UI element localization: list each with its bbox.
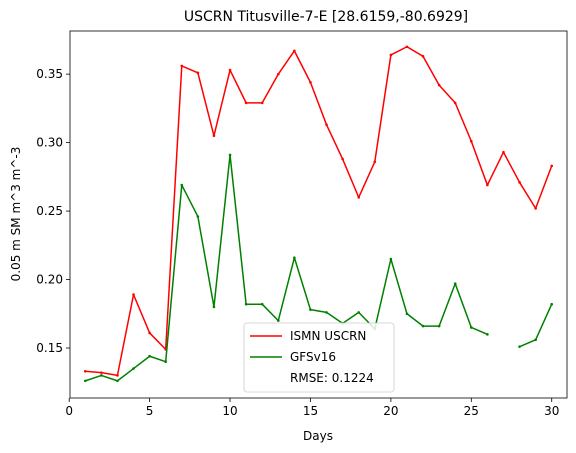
series-layer xyxy=(83,45,554,383)
legend-rmse: RMSE: 0.1224 xyxy=(290,371,374,385)
data-point-gfs xyxy=(132,367,135,370)
data-point-ismn xyxy=(421,55,425,58)
data-point-gfs xyxy=(405,312,409,316)
data-point-gfs xyxy=(116,379,119,383)
y-tick-label: 0.30 xyxy=(36,136,63,150)
data-point-ismn xyxy=(116,374,119,377)
data-point-ismn xyxy=(83,369,87,373)
data-point-ismn xyxy=(518,181,521,184)
data-point-ismn xyxy=(212,134,216,138)
data-point-gfs xyxy=(293,256,296,259)
data-point-ismn xyxy=(453,101,457,105)
data-point-ismn xyxy=(276,72,280,76)
data-point-gfs xyxy=(518,345,521,348)
data-point-ismn xyxy=(309,81,312,84)
data-point-gfs xyxy=(244,302,248,306)
y-tick-label: 0.35 xyxy=(36,67,63,81)
series-line-ismn xyxy=(85,46,553,377)
x-tick-label: 20 xyxy=(383,404,398,418)
data-point-gfs xyxy=(534,338,537,342)
data-point-ismn xyxy=(244,101,248,105)
x-tick-label: 10 xyxy=(222,404,237,418)
x-tick-label: 0 xyxy=(65,404,73,418)
legend-box xyxy=(243,322,395,393)
data-point-ismn xyxy=(502,150,505,154)
data-point-gfs xyxy=(164,360,168,364)
x-tick-label: 30 xyxy=(544,404,559,418)
data-point-gfs xyxy=(148,354,151,358)
legend-label-gfs: GFSv16 xyxy=(290,350,336,364)
x-tick-label: 5 xyxy=(146,404,154,418)
data-point-ismn xyxy=(373,160,377,164)
data-point-ismn xyxy=(180,64,184,68)
data-point-gfs xyxy=(83,379,87,383)
data-point-gfs xyxy=(453,282,457,285)
y-tick-label: 0.15 xyxy=(36,341,63,355)
data-point-gfs xyxy=(180,183,184,187)
data-point-ismn xyxy=(325,123,328,127)
x-axis: 0 5 10 15 20 25 30 xyxy=(65,398,559,418)
data-point-ismn xyxy=(389,53,393,57)
data-point-ismn xyxy=(132,293,135,296)
data-point-ismn xyxy=(405,45,409,49)
data-point-gfs xyxy=(100,374,103,377)
legend: ISMN USCRN GFSv16 RMSE: 0.1224 xyxy=(243,322,395,393)
data-point-ismn xyxy=(437,83,441,87)
data-point-gfs xyxy=(421,324,425,328)
data-point-ismn xyxy=(486,183,489,187)
x-tick-label: 25 xyxy=(464,404,479,418)
plot-frame xyxy=(69,30,568,399)
data-point-gfs xyxy=(309,308,312,311)
data-point-gfs xyxy=(196,215,200,218)
series-line-gfs xyxy=(85,154,488,382)
y-axis-label: 0.05 m SM m^3 m^-3 xyxy=(9,147,23,282)
data-point-gfs xyxy=(212,305,216,309)
data-point-ismn xyxy=(341,157,344,161)
x-tick-label: 15 xyxy=(303,404,318,418)
data-point-ismn xyxy=(293,49,296,53)
y-tick-label: 0.25 xyxy=(36,204,63,218)
data-point-ismn xyxy=(550,164,554,168)
data-point-gfs xyxy=(550,302,554,306)
data-point-ismn xyxy=(469,139,473,143)
data-point-ismn xyxy=(228,68,232,72)
data-point-ismn xyxy=(260,101,264,105)
chart-title: USCRN Titusville-7-E [28.6159,-80.6929] xyxy=(184,9,468,25)
x-axis-label: Days xyxy=(303,429,333,443)
data-point-ismn xyxy=(534,207,537,210)
data-point-gfs xyxy=(325,311,328,314)
data-point-gfs xyxy=(276,319,280,322)
y-tick-label: 0.20 xyxy=(36,273,63,287)
data-point-gfs xyxy=(469,326,473,329)
data-point-gfs xyxy=(228,153,232,157)
data-point-ismn xyxy=(357,196,361,199)
legend-label-ismn: ISMN USCRN xyxy=(290,329,366,343)
data-point-ismn xyxy=(148,331,151,335)
y-axis: 0.15 0.20 0.25 0.30 0.35 xyxy=(36,67,70,355)
data-point-ismn xyxy=(100,371,103,374)
data-point-gfs xyxy=(357,311,361,314)
data-point-gfs xyxy=(437,324,441,328)
data-point-gfs xyxy=(389,257,393,261)
data-point-gfs xyxy=(260,302,264,306)
data-point-ismn xyxy=(196,71,200,75)
data-point-gfs xyxy=(486,333,489,336)
